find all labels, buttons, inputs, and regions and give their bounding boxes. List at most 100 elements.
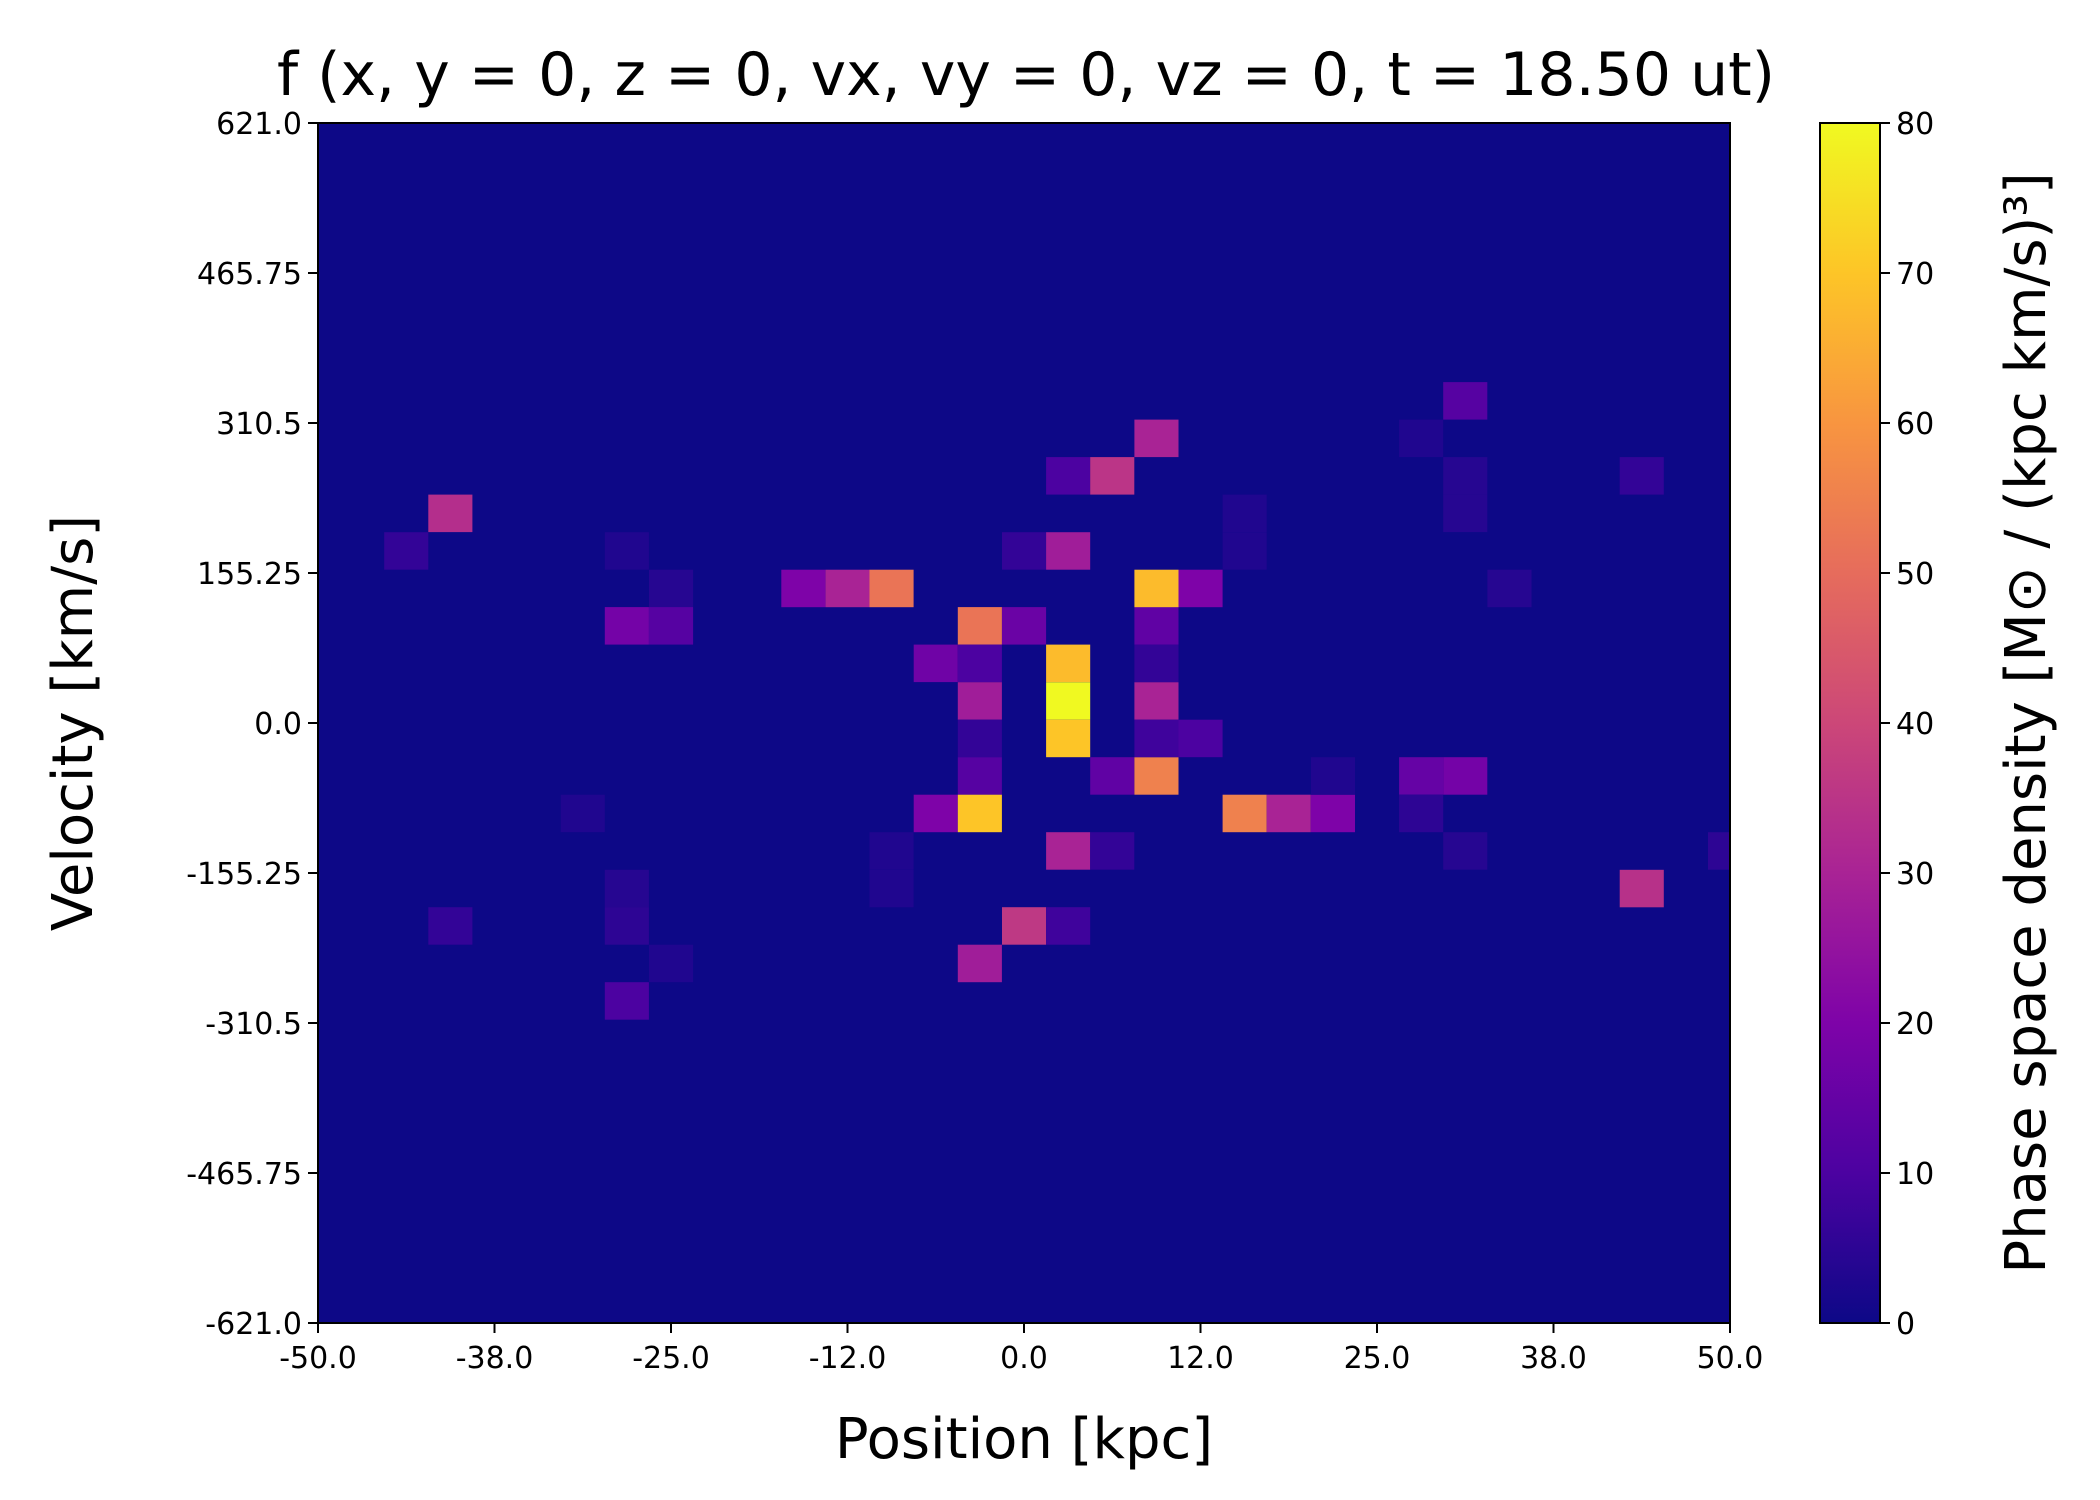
heatmap-cell (1487, 569, 1532, 608)
colorbar-tick-label: 60 (1896, 407, 1934, 442)
y-axis: 621.0 465.75 310.5 155.25 0.0 -155.25 -310.5 -4… (186, 107, 318, 1342)
chart-title: f (x, y = 0, z = 0, vx, vy = 0, vz = 0, … (277, 40, 1775, 110)
heatmap-cell (1046, 907, 1091, 945)
y-axis-label: Velocity [km/s] (41, 515, 106, 931)
heatmap-cell (1619, 457, 1664, 495)
heatmap-cell (1002, 532, 1047, 570)
heatmap-cell (1046, 644, 1091, 683)
heatmap-cell (1090, 832, 1135, 870)
heatmap-cell (1046, 532, 1091, 570)
heatmap-cell (1310, 794, 1355, 833)
heatmap-cell (1310, 757, 1355, 795)
x-tick-label: -25.0 (632, 1341, 710, 1376)
heatmap-cell (1090, 457, 1135, 495)
heatmap-cell (1399, 794, 1444, 833)
heatmap-cell (604, 607, 649, 645)
heatmap-cell (957, 794, 1002, 833)
heatmap-cell (1090, 757, 1135, 795)
plot-area (317, 122, 1731, 1324)
heatmap-cell (1708, 832, 1730, 870)
x-axis: -50.0 -38.0 -25.0 -12.0 0.0 12.0 25.0 38.0 50.0 (279, 1323, 1763, 1376)
heatmap-cell (428, 907, 473, 945)
heatmap-cell (1443, 757, 1488, 795)
x-tick-label: 50.0 (1697, 1341, 1764, 1376)
heatmap-cell (913, 794, 958, 833)
heatmap-cell (1046, 457, 1091, 495)
heatmap-cell (957, 757, 1002, 795)
heatmap-cell (1134, 607, 1179, 645)
heatmap-cell (1134, 719, 1179, 758)
heatmap-cell (1222, 494, 1267, 533)
x-tick-label: -38.0 (456, 1341, 534, 1376)
x-axis-label: Position [kpc] (835, 1407, 1213, 1472)
heatmap-cell (1266, 794, 1311, 833)
heatmap-cell (1046, 719, 1091, 758)
y-tick-label: -310.5 (205, 1007, 302, 1042)
y-tick-label: 310.5 (216, 407, 302, 442)
y-tick-label: 465.75 (197, 257, 302, 292)
colorbar-tick-label: 30 (1896, 857, 1934, 892)
x-tick-label: 25.0 (1344, 1341, 1411, 1376)
heatmap-cell (604, 907, 649, 945)
colorbar-tick-label: 50 (1896, 557, 1934, 592)
heatmap-cell (604, 532, 649, 570)
heatmap-cell (1443, 494, 1488, 533)
heatmap-cell (384, 532, 429, 570)
heatmap-cell (869, 869, 914, 908)
colorbar-tick-label: 70 (1896, 257, 1934, 292)
heatmap-cells (384, 382, 1730, 1020)
heatmap-cell (869, 569, 914, 608)
heatmap-cell (649, 607, 694, 645)
heatmap-cell (957, 944, 1002, 983)
plot-background (318, 123, 1730, 1323)
heatmap-cell (1134, 644, 1179, 683)
heatmap-cell (1134, 419, 1179, 458)
colorbar: 80 70 60 50 40 30 20 10 0 (1819, 107, 1934, 1342)
heatmap-cell (869, 832, 914, 870)
y-tick-label: -155.25 (186, 857, 302, 892)
heatmap-cell (1222, 532, 1267, 570)
heatmap-cell (1443, 457, 1488, 495)
heatmap-cell (957, 719, 1002, 758)
heatmap-cell (1222, 794, 1267, 833)
colorbar-tick-label: 10 (1896, 1157, 1934, 1192)
heatmap-cell (1443, 382, 1488, 420)
y-tick-label: -621.0 (205, 1307, 302, 1342)
heatmap-cell (1134, 682, 1179, 720)
heatmap-cell (1002, 607, 1047, 645)
colorbar-gradient (1819, 122, 1881, 1324)
heatmap-cell (825, 569, 870, 608)
heatmap-cell (604, 982, 649, 1020)
colorbar-tick-label: 20 (1896, 1007, 1934, 1042)
y-tick-label: 155.25 (197, 557, 302, 592)
heatmap-cell (1134, 757, 1179, 795)
x-tick-label: -50.0 (279, 1341, 357, 1376)
heatmap-cell (1178, 719, 1223, 758)
colorbar-tick-label: 40 (1896, 707, 1934, 742)
x-tick-label: 12.0 (1167, 1341, 1234, 1376)
heatmap-cell (649, 569, 694, 608)
heatmap-cell (1619, 869, 1664, 908)
y-tick-label: 0.0 (254, 707, 302, 742)
heatmap-cell (1002, 907, 1047, 945)
heatmap-cell (1178, 569, 1223, 608)
heatmap-cell (781, 569, 826, 608)
heatmap-cell (604, 869, 649, 908)
heatmap-cell (1046, 832, 1091, 870)
colorbar-tick-label: 80 (1896, 107, 1934, 142)
colorbar-ticks: 80 70 60 50 40 30 20 10 0 (1880, 107, 1934, 1342)
heatmap-cell (957, 607, 1002, 645)
x-tick-label: 0.0 (1000, 1341, 1048, 1376)
heatmap-cell (560, 794, 605, 833)
heatmap-cell (1046, 682, 1091, 720)
colorbar-tick-label: 0 (1896, 1307, 1915, 1342)
x-tick-label: -12.0 (809, 1341, 887, 1376)
y-tick-label: 621.0 (216, 107, 302, 142)
y-tick-label: -465.75 (186, 1157, 302, 1192)
colorbar-label: Phase space density [M⊙ / (kpc km/s)³] (1994, 172, 2059, 1273)
x-tick-label: 38.0 (1520, 1341, 1587, 1376)
heatmap-cell (649, 944, 694, 983)
heatmap-cell (957, 682, 1002, 720)
heatmap-cell (1443, 832, 1488, 870)
